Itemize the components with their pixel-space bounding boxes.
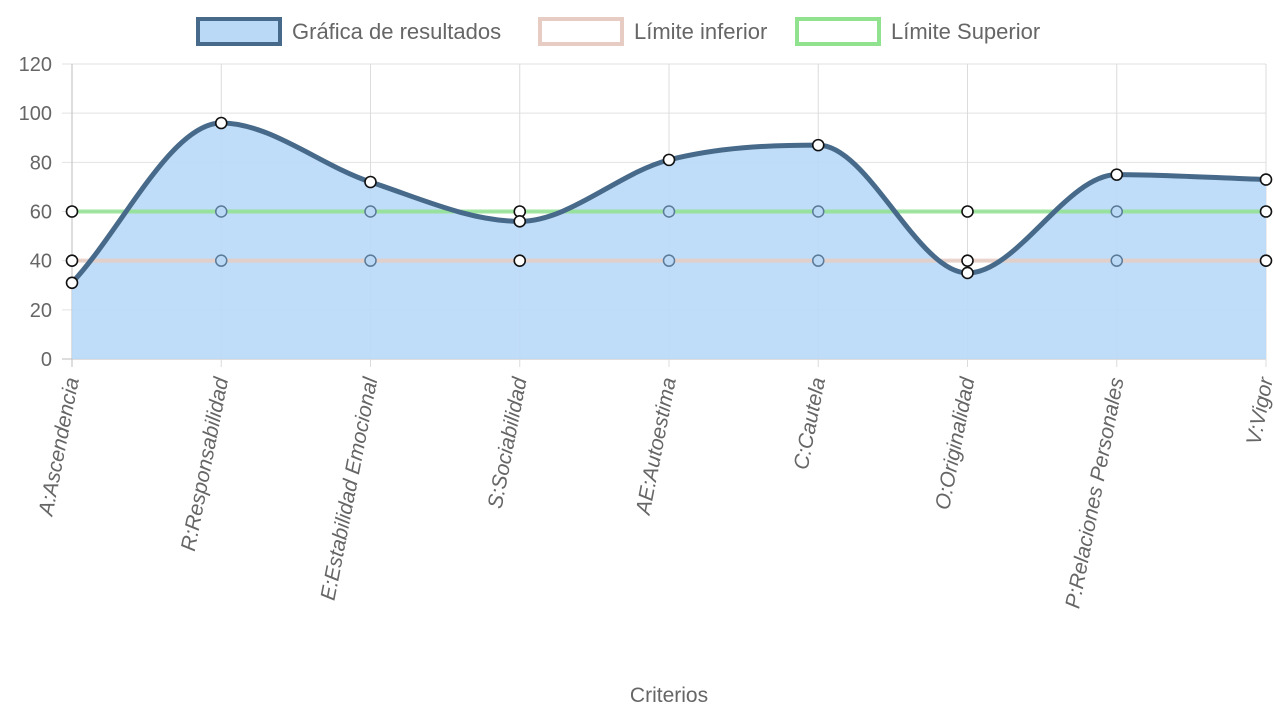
- y-tick-label: 20: [30, 300, 52, 322]
- upper-limit-point[interactable]: [961, 205, 974, 218]
- y-tick-label: 40: [30, 251, 52, 273]
- legend-label: Límite inferior: [634, 19, 767, 44]
- x-tick-label: S:Sociabilidad: [484, 374, 532, 510]
- upper-limit-point[interactable]: [364, 205, 377, 218]
- lower-limit-point[interactable]: [1259, 254, 1273, 267]
- upper-limit-point[interactable]: [215, 205, 228, 218]
- legend-swatch: [196, 17, 282, 46]
- results-point[interactable]: [1259, 173, 1273, 186]
- y-tick-label: 120: [19, 54, 52, 76]
- upper-limit-point[interactable]: [662, 205, 676, 218]
- results-point[interactable]: [662, 153, 676, 167]
- x-tick-label: A:Ascendencia: [34, 376, 84, 520]
- x-tick-label: P:Relaciones Personales: [1061, 375, 1128, 610]
- x-tick-label: V:Vigor: [1242, 375, 1274, 447]
- legend-label: Gráfica de resultados: [292, 19, 501, 44]
- results-point[interactable]: [961, 266, 974, 280]
- y-tick-label: 100: [19, 103, 52, 125]
- legend-swatch: [538, 17, 624, 46]
- legend-lower-limit[interactable]: Límite inferior: [538, 17, 767, 46]
- x-tick-label: E:Estabilidad Emocional: [317, 374, 383, 602]
- x-tick-label: AE:Autoestima: [631, 376, 680, 519]
- y-tick-label: 80: [30, 152, 52, 174]
- x-tick-label: R:Responsabilidad: [177, 374, 233, 553]
- upper-limit-point[interactable]: [1110, 205, 1123, 218]
- y-tick-label: 60: [30, 202, 52, 224]
- chart-legend: Gráfica de resultados Límite inferior Lími…: [196, 17, 1040, 46]
- results-point[interactable]: [811, 138, 825, 152]
- legend-results[interactable]: Gráfica de resultados: [196, 17, 501, 46]
- results-point[interactable]: [214, 116, 228, 130]
- y-tick-label: 0: [41, 349, 52, 371]
- x-tick-label: C:Cautela: [790, 376, 830, 472]
- chart-series: [65, 116, 1273, 359]
- x-axis-title: Criterios: [630, 684, 708, 707]
- y-axis-ticks: 0 20 40 60 80 100 120: [19, 54, 52, 371]
- results-point[interactable]: [513, 215, 527, 228]
- lower-limit-point[interactable]: [364, 254, 377, 267]
- x-tick-label: O:Originalidad: [931, 374, 979, 511]
- results-point[interactable]: [65, 276, 79, 290]
- upper-limit-point[interactable]: [1259, 205, 1273, 218]
- x-axis-ticks: A:Ascendencia R:Responsabilidad E:Estabili…: [34, 374, 1274, 610]
- legend-swatch: [795, 17, 881, 46]
- lower-limit-point[interactable]: [812, 254, 825, 267]
- lower-limit-point[interactable]: [215, 254, 228, 267]
- lower-limit-point[interactable]: [961, 254, 974, 267]
- upper-limit-point[interactable]: [65, 205, 79, 218]
- legend-label: Límite Superior: [891, 19, 1040, 44]
- lower-limit-point[interactable]: [662, 254, 676, 267]
- legend-upper-limit[interactable]: Límite Superior: [795, 17, 1040, 46]
- lower-limit-point[interactable]: [1110, 254, 1123, 267]
- results-point[interactable]: [364, 175, 377, 189]
- results-point[interactable]: [1110, 168, 1124, 181]
- lower-limit-point[interactable]: [65, 254, 79, 267]
- upper-limit-point[interactable]: [812, 205, 825, 218]
- lower-limit-point[interactable]: [513, 254, 527, 267]
